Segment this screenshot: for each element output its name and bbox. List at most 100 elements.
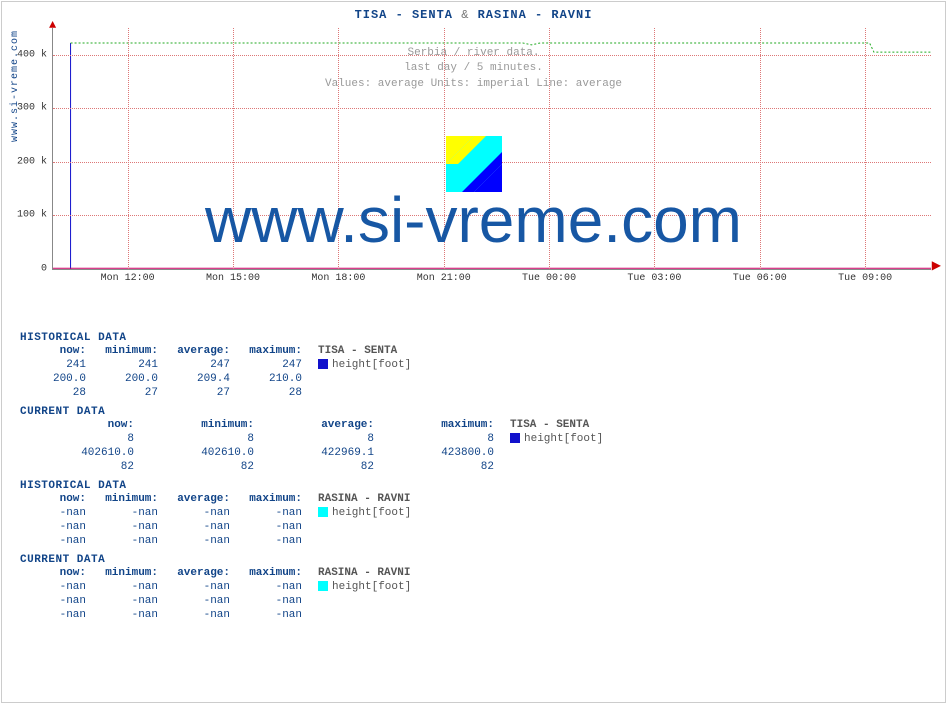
table-cell: -nan xyxy=(20,594,92,608)
table-cell: -nan xyxy=(92,608,164,622)
table-station-label: TISA - SENTA xyxy=(308,344,417,358)
table-cell: 402610.0 xyxy=(140,446,260,460)
table-cell: 8 xyxy=(260,432,380,446)
plot-svg xyxy=(53,28,931,269)
table-cell: -nan xyxy=(236,506,308,520)
table-measure-label: height[foot] xyxy=(308,580,417,594)
table-cell: 8 xyxy=(20,432,140,446)
table-cell: 8 xyxy=(380,432,500,446)
title-left: TISA - SENTA xyxy=(355,8,453,22)
table-header-cell: maximum: xyxy=(236,492,308,506)
table-station-label: RASINA - RAVNI xyxy=(308,492,417,506)
table-cell: 27 xyxy=(92,386,164,400)
table-row: 402610.0402610.0422969.1423800.0 xyxy=(20,446,609,460)
table-cell: -nan xyxy=(236,594,308,608)
table-cell: 210.0 xyxy=(236,372,308,386)
series-swatch-icon xyxy=(318,359,328,369)
table-cell: -nan xyxy=(92,534,164,548)
table-cell: -nan xyxy=(164,580,236,594)
gridline-v xyxy=(760,28,761,269)
ytick-label: 200 k xyxy=(17,156,47,167)
table-cell: -nan xyxy=(20,580,92,594)
table-header-cell: maximum: xyxy=(236,344,308,358)
table-row: -nan-nan-nan-nanheight[foot] xyxy=(20,506,417,520)
table-station-label: RASINA - RAVNI xyxy=(308,566,417,580)
table-measure-label: height[foot] xyxy=(308,506,417,520)
table-cell: 247 xyxy=(236,358,308,372)
plot-region: ▲ ▶ 0100 k200 k300 k400 kMon 12:00Mon 15… xyxy=(52,28,931,270)
table-row: -nan-nan-nan-nanheight[foot] xyxy=(20,580,417,594)
table-cell: 82 xyxy=(380,460,500,474)
table-cell: 422969.1 xyxy=(260,446,380,460)
gridline-v xyxy=(654,28,655,269)
xtick-label: Mon 21:00 xyxy=(417,273,471,284)
table-cell: 27 xyxy=(164,386,236,400)
table-station-label: TISA - SENTA xyxy=(500,418,609,432)
table-cell: -nan xyxy=(164,534,236,548)
table-measure-label: height[foot] xyxy=(308,358,417,372)
table-section-head: CURRENT DATA xyxy=(20,406,935,418)
table-cell: -nan xyxy=(20,520,92,534)
data-table: now:minimum:average:maximum: RASINA - RA… xyxy=(20,566,417,622)
table-cell: -nan xyxy=(92,580,164,594)
title-ampersand: & xyxy=(461,8,469,22)
gridline-h xyxy=(53,108,931,109)
table-cell: 28 xyxy=(20,386,92,400)
gridline-h xyxy=(53,55,931,56)
table-cell: 82 xyxy=(20,460,140,474)
table-row: 200.0200.0209.4210.0 xyxy=(20,372,417,386)
table-cell: -nan xyxy=(236,520,308,534)
table-cell: -nan xyxy=(164,608,236,622)
data-tables: HISTORICAL DATAnow:minimum:average:maxim… xyxy=(2,318,945,626)
table-row: -nan-nan-nan-nan xyxy=(20,594,417,608)
table-cell: -nan xyxy=(236,608,308,622)
table-header-cell: minimum: xyxy=(92,344,164,358)
table-cell: -nan xyxy=(92,520,164,534)
chart-title: TISA - SENTA & RASINA - RAVNI xyxy=(2,2,945,24)
table-row: 241241247247height[foot] xyxy=(20,358,417,372)
table-cell: -nan xyxy=(20,534,92,548)
xtick-label: Mon 12:00 xyxy=(101,273,155,284)
table-cell: -nan xyxy=(236,580,308,594)
data-table: now:minimum:average:maximum: RASINA - RA… xyxy=(20,492,417,548)
table-cell: 423800.0 xyxy=(380,446,500,460)
table-cell: -nan xyxy=(164,594,236,608)
xtick-label: Tue 03:00 xyxy=(627,273,681,284)
ytick-label: 400 k xyxy=(17,49,47,60)
table-cell: -nan xyxy=(92,594,164,608)
series-line xyxy=(71,43,931,52)
table-cell: 200.0 xyxy=(92,372,164,386)
ytick-label: 100 k xyxy=(17,210,47,221)
table-row: 28272728 xyxy=(20,386,417,400)
table-section-head: CURRENT DATA xyxy=(20,554,935,566)
table-header-cell: now: xyxy=(20,492,92,506)
table-header-cell: average: xyxy=(164,344,236,358)
table-cell: -nan xyxy=(164,520,236,534)
table-cell: 209.4 xyxy=(164,372,236,386)
table-header-cell: now: xyxy=(20,344,92,358)
table-cell: -nan xyxy=(20,506,92,520)
table-cell: -nan xyxy=(164,506,236,520)
table-header-cell: minimum: xyxy=(92,566,164,580)
table-cell: 200.0 xyxy=(20,372,92,386)
xtick-label: Mon 18:00 xyxy=(311,273,365,284)
table-header-cell: now: xyxy=(20,418,140,432)
gridline-v xyxy=(338,28,339,269)
table-cell: 28 xyxy=(236,386,308,400)
table-cell: 82 xyxy=(140,460,260,474)
table-cell: 82 xyxy=(260,460,380,474)
table-header-cell: average: xyxy=(164,492,236,506)
table-measure-label: height[foot] xyxy=(500,432,609,446)
gridline-v xyxy=(865,28,866,269)
table-cell: 8 xyxy=(140,432,260,446)
table-section-head: HISTORICAL DATA xyxy=(20,332,935,344)
title-right: RASINA - RAVNI xyxy=(478,8,593,22)
gridline-v xyxy=(549,28,550,269)
table-row: 8888height[foot] xyxy=(20,432,609,446)
gridline-v xyxy=(128,28,129,269)
table-header-cell: minimum: xyxy=(92,492,164,506)
chart-area: TISA - SENTA & RASINA - RAVNI www.si-vre… xyxy=(2,2,945,318)
table-cell: 241 xyxy=(92,358,164,372)
xtick-label: Tue 09:00 xyxy=(838,273,892,284)
table-cell: 241 xyxy=(20,358,92,372)
